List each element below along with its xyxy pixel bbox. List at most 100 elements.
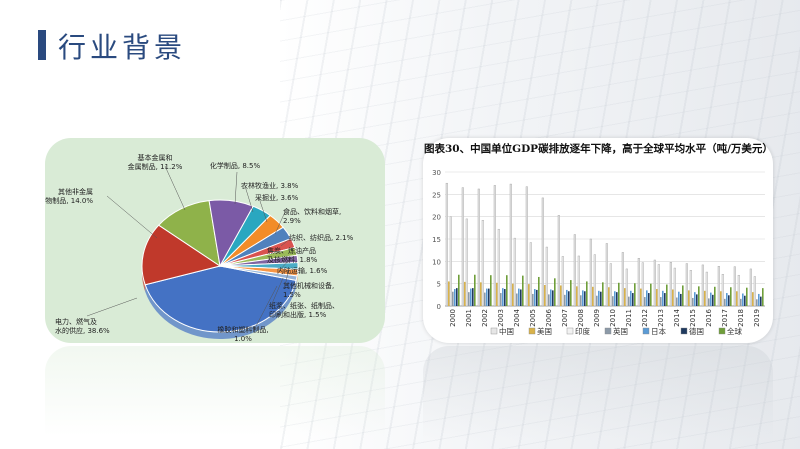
bar xyxy=(477,188,480,307)
y-tick-label: 30 xyxy=(432,169,441,177)
bar xyxy=(752,292,754,306)
bar xyxy=(621,252,624,307)
bar xyxy=(536,289,538,306)
bar xyxy=(448,281,450,306)
x-tick-label: 2007 xyxy=(561,309,569,327)
bar xyxy=(502,288,504,306)
pie-slice-label: 化学制品, 8.5% xyxy=(210,161,261,170)
pie-slice-label: 纸浆、纸张、纸制品、印刷和出版, 1.5% xyxy=(269,301,339,319)
x-tick-label: 2009 xyxy=(593,309,601,327)
bar xyxy=(701,264,704,307)
pie-leader-line xyxy=(86,297,138,317)
bar xyxy=(545,246,548,307)
bar xyxy=(456,288,458,306)
bar xyxy=(592,286,594,306)
bar xyxy=(584,291,586,306)
x-tick-label: 2017 xyxy=(721,309,729,327)
pie-slice-label: 食品、饮料和烟草, 2.9% xyxy=(283,207,341,225)
bar xyxy=(760,296,762,306)
bar xyxy=(678,291,680,306)
bar xyxy=(486,288,488,306)
x-tick-label: 2018 xyxy=(737,309,745,327)
bar xyxy=(529,242,532,307)
pie-slice-label: 橡胶和塑料制品, 1.0% xyxy=(217,325,268,343)
bar xyxy=(500,293,502,306)
y-tick-label: 5 xyxy=(437,281,441,289)
bar-chart-reflection xyxy=(423,346,773,441)
bar xyxy=(512,283,514,306)
y-tick-label: 15 xyxy=(432,236,441,244)
bar xyxy=(465,218,468,307)
bar xyxy=(554,278,556,306)
bar xyxy=(728,295,730,306)
x-tick-label: 2006 xyxy=(545,308,553,326)
bar xyxy=(624,288,626,306)
y-tick-label: 20 xyxy=(432,214,441,222)
x-tick-label: 2015 xyxy=(689,309,697,327)
x-tick-label: 2019 xyxy=(753,309,761,327)
bar xyxy=(596,295,598,306)
bar xyxy=(640,288,642,306)
y-tick-label: 10 xyxy=(432,258,441,266)
bar xyxy=(480,282,482,306)
bar xyxy=(689,270,692,307)
bar xyxy=(740,298,742,306)
x-tick-label: 2012 xyxy=(641,309,649,327)
bar xyxy=(458,274,460,306)
pie-leader-line xyxy=(244,185,254,213)
pie-leader-line xyxy=(234,171,238,205)
pie-chart-reflection xyxy=(45,346,385,436)
bar xyxy=(516,293,518,306)
y-tick-label: 0 xyxy=(437,303,441,311)
bar xyxy=(696,294,698,306)
pie-leader-line xyxy=(284,267,290,287)
bar xyxy=(710,292,712,306)
pie-slice xyxy=(219,265,298,281)
bar xyxy=(664,293,666,306)
bar xyxy=(612,296,614,306)
bar xyxy=(525,186,528,307)
pie-slice-label: 采掘业, 3.6% xyxy=(255,193,299,202)
bar xyxy=(673,267,676,307)
x-tick-label: 2004 xyxy=(513,308,521,326)
bar xyxy=(608,287,610,306)
bar xyxy=(497,228,500,307)
pie-leader-line xyxy=(274,211,286,235)
bar xyxy=(522,275,524,306)
bar xyxy=(566,289,568,306)
bar xyxy=(749,268,752,307)
x-tick-label: 2011 xyxy=(625,309,633,327)
bar xyxy=(669,262,672,307)
bar xyxy=(557,215,560,307)
bar xyxy=(600,291,602,306)
bar xyxy=(541,197,544,307)
bar xyxy=(724,298,726,306)
pie-chart: 电力、燃气及水的供应, 38.6% 其他非金属矿物制品, 14.0% 基本金属和金属… xyxy=(45,153,354,343)
pie-leader-line xyxy=(270,277,284,307)
bar xyxy=(538,276,540,306)
bar xyxy=(550,289,552,306)
bar xyxy=(730,287,732,306)
x-tick-label: 2005 xyxy=(529,309,537,327)
legend-swatch xyxy=(566,327,574,335)
bar xyxy=(634,283,636,306)
y-tick-label: 25 xyxy=(432,191,441,199)
bar xyxy=(561,256,564,307)
bar xyxy=(650,283,652,306)
bar xyxy=(481,220,484,307)
pie-slice-label: 内陆运输, 1.6% xyxy=(277,266,328,275)
x-tick-label: 2014 xyxy=(673,308,681,326)
x-tick-label: 2001 xyxy=(465,309,473,327)
bar xyxy=(746,287,748,306)
bar xyxy=(714,286,716,306)
bar xyxy=(736,291,738,306)
bar xyxy=(602,282,604,306)
bar xyxy=(672,289,674,306)
bar xyxy=(513,237,516,307)
bar xyxy=(605,243,608,307)
bar xyxy=(506,275,508,306)
bar xyxy=(720,291,722,306)
pie-slice-label: 其他非金属矿物制品, 14.0% xyxy=(45,187,93,205)
bar xyxy=(721,274,724,307)
bar xyxy=(637,258,640,307)
